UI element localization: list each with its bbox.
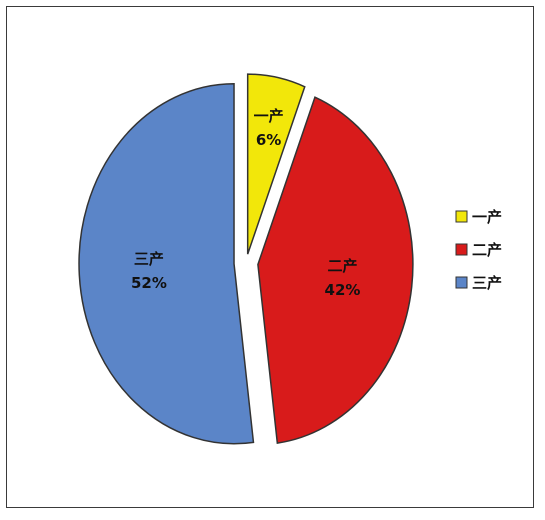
pie-slices: [78, 73, 414, 445]
pie-labels: 一产 6% 二产 42% 三产 52%: [131, 107, 360, 299]
legend-label-tertiary: 三产: [472, 274, 502, 292]
legend-label-secondary: 二产: [472, 241, 502, 259]
legend-swatch-secondary: [455, 243, 468, 256]
legend-label-primary: 一产: [472, 208, 502, 226]
slice-category-label: 三产: [134, 250, 164, 268]
pie-slice-tertiary: [78, 83, 255, 445]
slice-category-label: 一产: [254, 107, 284, 125]
slice-value-label: 42%: [325, 281, 361, 299]
slice-value-label: 6%: [256, 131, 281, 149]
legend-swatch-tertiary: [455, 276, 468, 289]
slice-value-label: 52%: [131, 274, 167, 292]
slice-category-label: 二产: [327, 257, 357, 275]
pie-slice-primary: [246, 73, 306, 255]
pie-slice-secondary: [257, 96, 414, 444]
legend-swatch-primary: [455, 210, 468, 223]
